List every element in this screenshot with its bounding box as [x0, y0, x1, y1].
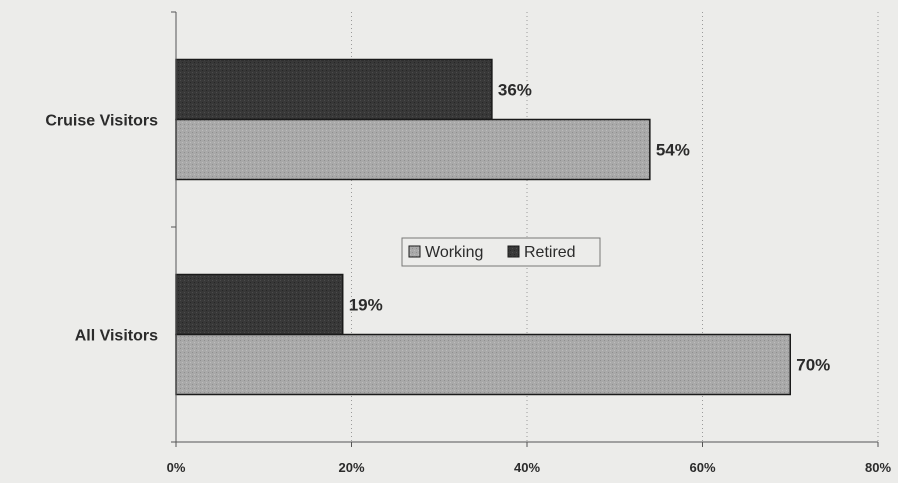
x-tick-label: 40% [514, 460, 540, 475]
legend-swatch-working [408, 245, 421, 258]
data-label: 54% [656, 141, 690, 160]
bar-retired-cruise-visitors [175, 58, 493, 121]
data-label: 70% [796, 356, 830, 375]
bar-working-cruise-visitors [175, 118, 651, 181]
data-label: 19% [349, 296, 383, 315]
x-tick-label: 60% [689, 460, 715, 475]
axes [171, 11, 879, 447]
legend: Working Retired [401, 237, 601, 267]
x-tick-label: 20% [338, 460, 364, 475]
category-label: All Visitors [75, 328, 158, 345]
legend-label-retired: Retired [524, 244, 576, 261]
legend-box [401, 237, 601, 267]
bars [175, 58, 791, 396]
x-tick-label: 0% [167, 460, 186, 475]
data-label: 36% [498, 81, 532, 100]
category-label: Cruise Visitors [45, 113, 158, 130]
legend-swatch-retired [507, 245, 520, 258]
bar-working-all-visitors [175, 333, 791, 396]
legend-label-working: Working [425, 244, 483, 261]
bar-retired-all-visitors [175, 273, 344, 336]
labels: 36% 54% Cruise Visitors 19% 70% All Visitors 0… [45, 81, 891, 476]
x-tick-label: 80% [865, 460, 891, 475]
